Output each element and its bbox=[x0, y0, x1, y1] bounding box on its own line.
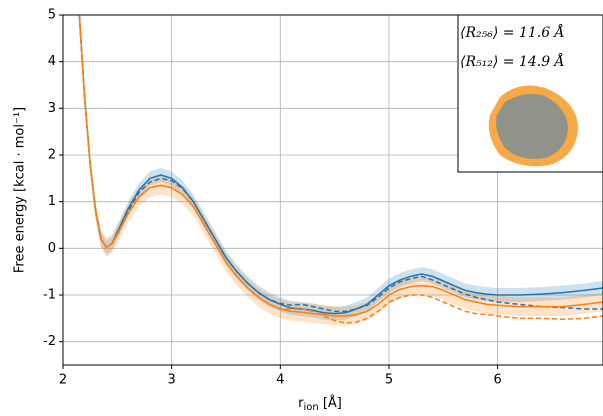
y-tick-label: -1 bbox=[43, 288, 56, 303]
y-tick-label: 0 bbox=[48, 241, 56, 256]
y-tick-label: 4 bbox=[48, 54, 56, 69]
y-axis-label: Free energy [kcal · mol⁻¹] bbox=[13, 107, 28, 273]
x-tick-label: 2 bbox=[59, 373, 67, 388]
y-tick-label: 5 bbox=[48, 8, 56, 23]
x-tick-label: 6 bbox=[493, 373, 501, 388]
x-axis-label: rion [Å] bbox=[298, 395, 342, 414]
x-tick-label: 4 bbox=[276, 373, 284, 388]
inset: ⟨R₂₅₆⟩ = 11.6 Å ⟨R₅₁₂⟩ = 14.9 Å bbox=[457, 14, 603, 173]
x-tick-label: 5 bbox=[385, 373, 393, 388]
inset-text: ⟨R₅₁₂⟩ = 14.9 Å bbox=[460, 52, 565, 70]
x-tick-label: 3 bbox=[168, 373, 176, 388]
inset-text: ⟨R₂₅₆⟩ = 11.6 Å bbox=[460, 23, 565, 41]
y-tick-label: 2 bbox=[48, 148, 56, 163]
confidence-band bbox=[79, 15, 603, 321]
y-tick-label: 1 bbox=[48, 194, 56, 209]
y-tick-label: -2 bbox=[43, 334, 56, 349]
line bbox=[78, 15, 603, 313]
line bbox=[78, 15, 603, 324]
y-tick-label: 3 bbox=[48, 101, 56, 116]
